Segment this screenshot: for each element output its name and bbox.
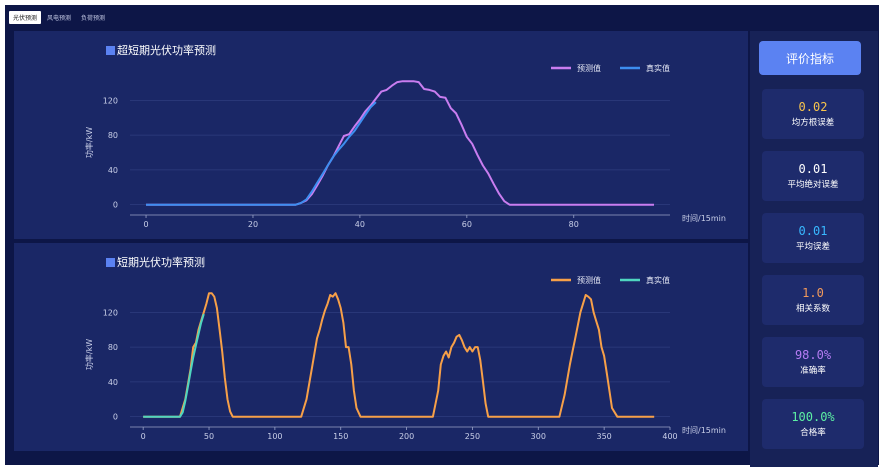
y-tick-label: 120 — [103, 96, 118, 105]
ultra-short-term-chart-panel: 超短期光伏功率预测 0 40 80 120 0 20 40 60 80 功率/kW 时间/15min 预… — [14, 31, 748, 239]
metric-value: 0.01 — [798, 162, 828, 176]
x-axis-title: 时间/15min — [682, 213, 726, 223]
short-term-chart: 短期光伏功率预测 0 40 80 120 0 50 100 150 200 250 300 350 400… — [84, 255, 726, 441]
y-tick-label: 40 — [108, 166, 118, 175]
metric-label: 合格率 — [800, 428, 826, 438]
x-tick-label: 60 — [462, 220, 472, 229]
x-tick-label: 150 — [333, 432, 348, 441]
x-tick-label: 100 — [267, 432, 282, 441]
series-line-forecast — [146, 80, 654, 206]
metric-card-mean-error: 0.01 平均误差 — [762, 213, 864, 263]
x-tick-label: 40 — [355, 220, 365, 229]
metric-value: 100.0% — [791, 410, 835, 424]
legend-label: 预测值 — [577, 275, 601, 285]
x-tick-label: 0 — [143, 220, 148, 229]
x-tick-label: 300 — [531, 432, 546, 441]
y-axis-title: 功率/kW — [84, 127, 94, 158]
y-tick-label: 80 — [108, 343, 118, 352]
metric-label: 均方根误差 — [791, 118, 835, 128]
legend-label: 真实值 — [646, 63, 670, 73]
x-tick-label: 400 — [662, 432, 677, 441]
evaluation-metrics-button[interactable]: 评价指标 — [759, 41, 861, 75]
short-term-chart-panel: 短期光伏功率预测 0 40 80 120 0 50 100 150 200 250 300 350 400… — [14, 243, 748, 451]
metric-value: 0.02 — [798, 100, 828, 114]
metric-label: 平均误差 — [795, 242, 830, 252]
metric-value: 98.0% — [794, 348, 832, 362]
title-marker-icon — [106, 258, 115, 267]
legend-label: 真实值 — [646, 275, 670, 285]
x-tick-label: 80 — [569, 220, 579, 229]
metric-card-accuracy: 98.0% 准确率 — [762, 337, 864, 387]
y-tick-label: 40 — [108, 378, 118, 387]
y-tick-label: 120 — [103, 308, 118, 317]
metric-card-correlation: 1.0 相关系数 — [762, 275, 864, 325]
x-tick-label: 200 — [399, 432, 414, 441]
y-tick-label: 0 — [113, 201, 118, 210]
x-tick-label: 20 — [248, 220, 258, 229]
x-tick-label: 250 — [465, 432, 480, 441]
app-frame: 光伏预测 风电预测 负荷预测 超短期光伏功率预测 0 40 80 120 0 20 40 60 8… — [5, 5, 879, 467]
chart-title: 超短期光伏功率预测 — [117, 43, 216, 57]
x-tick-label: 50 — [204, 432, 214, 441]
metric-label: 平均绝对误差 — [787, 180, 839, 190]
x-tick-label: 350 — [597, 432, 612, 441]
metric-value: 1.0 — [802, 286, 824, 300]
y-tick-label: 80 — [108, 131, 118, 140]
metric-card-rmse: 0.02 均方根误差 — [762, 89, 864, 139]
metric-card-mae: 0.01 平均绝对误差 — [762, 151, 864, 201]
ultra-short-term-chart: 超短期光伏功率预测 0 40 80 120 0 20 40 60 80 功率/kW 时间/15min 预… — [84, 43, 726, 229]
metric-label: 相关系数 — [795, 304, 830, 314]
metric-card-pass-rate: 100.0% 合格率 — [762, 399, 864, 449]
title-marker-icon — [106, 46, 115, 55]
series-line-actual — [146, 101, 377, 206]
series-line-forecast — [143, 292, 655, 418]
chart-title: 短期光伏功率预测 — [117, 255, 205, 269]
tab-wind-forecast[interactable]: 风电预测 — [47, 15, 72, 22]
series-line-actual — [143, 313, 205, 418]
y-tick-label: 0 — [113, 413, 118, 422]
tab-bar: 光伏预测 风电预测 负荷预测 — [9, 11, 109, 24]
metric-label: 准确率 — [800, 366, 826, 376]
tab-solar-forecast[interactable]: 光伏预测 — [9, 11, 42, 24]
tab-load-forecast[interactable]: 负荷预测 — [81, 15, 106, 22]
legend-label: 预测值 — [577, 63, 601, 73]
metric-value: 0.01 — [798, 224, 828, 238]
metrics-panel: 评价指标 0.02 均方根误差 0.01 平均绝对误差 0.01 平均误差 1.… — [750, 31, 878, 467]
x-axis-title: 时间/15min — [682, 425, 726, 435]
y-axis-title: 功率/kW — [84, 339, 94, 370]
x-tick-label: 0 — [141, 432, 146, 441]
